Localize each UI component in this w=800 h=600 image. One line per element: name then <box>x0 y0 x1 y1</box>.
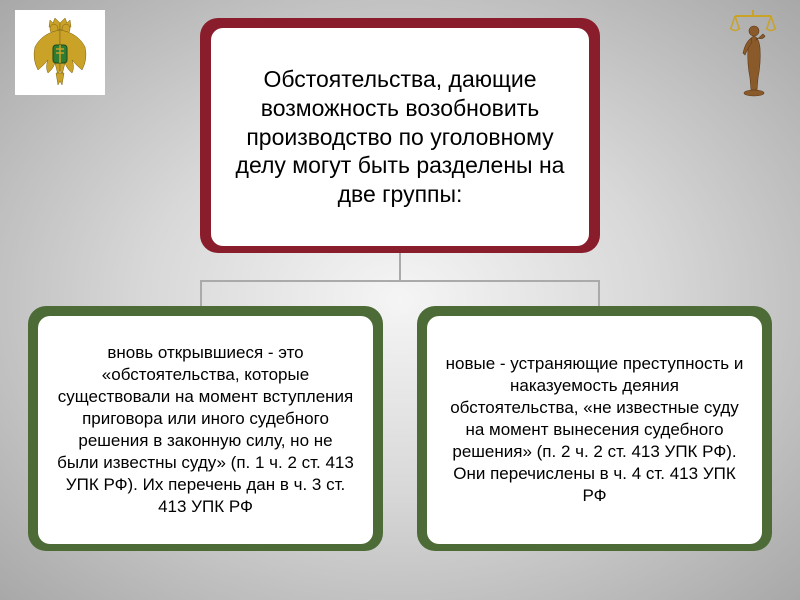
top-box-text: Обстоятельства, дающие возможность возоб… <box>233 65 567 209</box>
left-box: вновь открывшиеся - это «обстоятельства,… <box>38 316 373 544</box>
top-box: Обстоятельства, дающие возможность возоб… <box>211 28 589 246</box>
right-box-text: новые - устраняющие преступность и наказ… <box>445 353 744 508</box>
coat-of-arms-icon <box>15 10 105 95</box>
left-box-text: вновь открывшиеся - это «обстоятельства,… <box>56 342 355 519</box>
connector-horizontal <box>200 280 600 282</box>
lady-justice-icon <box>727 8 782 98</box>
right-box: новые - устраняющие преступность и наказ… <box>427 316 762 544</box>
